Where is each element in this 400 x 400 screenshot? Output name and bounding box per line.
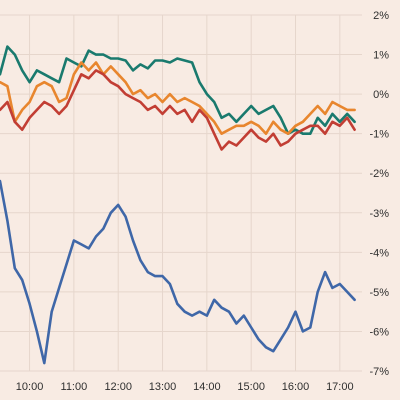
x-tick-label: 13:00 bbox=[149, 381, 177, 393]
series-line-1 bbox=[0, 45, 356, 135]
y-tick-label: -2% bbox=[369, 168, 389, 180]
y-tick-label: -4% bbox=[369, 247, 389, 259]
series-line-3 bbox=[0, 69, 356, 151]
x-tick-label: 15:00 bbox=[237, 381, 265, 393]
y-tick-label: -7% bbox=[369, 366, 389, 378]
x-tick-label: 17:00 bbox=[326, 381, 354, 393]
y-tick-label: 0% bbox=[373, 89, 389, 101]
series-line-4 bbox=[0, 179, 356, 365]
x-tick-label: 16:00 bbox=[282, 381, 310, 393]
series-line-2 bbox=[0, 61, 356, 135]
y-axis-ticks: 2% 1% 0% -1% -2% -3% -4% -5% -6% -7% bbox=[369, 10, 389, 378]
x-axis-ticks: 10:00 11:00 12:00 13:00 14:00 15:00 16:00 17:00 bbox=[16, 381, 354, 393]
y-tick-label: 2% bbox=[373, 10, 389, 22]
x-tick-label: 11:00 bbox=[61, 381, 88, 393]
y-tick-label: 1% bbox=[373, 50, 389, 62]
y-tick-label: -1% bbox=[369, 129, 389, 141]
series-group bbox=[0, 45, 356, 365]
x-tick-label: 14:00 bbox=[193, 381, 221, 393]
x-tick-label: 10:00 bbox=[16, 381, 44, 393]
x-tick-label: 12:00 bbox=[104, 381, 132, 393]
y-tick-label: -5% bbox=[369, 287, 389, 299]
grid bbox=[0, 14, 362, 372]
y-tick-label: -3% bbox=[369, 208, 389, 220]
y-tick-label: -6% bbox=[369, 326, 389, 338]
